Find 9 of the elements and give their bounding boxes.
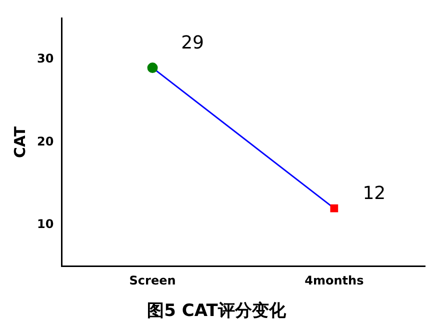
data-label: 12 <box>362 183 386 204</box>
text: 图5 CAT评分变化 <box>147 301 287 322</box>
x-tick-label: 4months <box>304 274 364 288</box>
x-tick-label: Screen <box>129 274 176 288</box>
y-tick-label: 10 <box>36 216 54 231</box>
data-label: 29 <box>181 32 204 54</box>
y-tick-label: 30 <box>36 52 54 66</box>
y-tick-label: 20 <box>36 134 54 148</box>
y-axis-title: CAT <box>10 126 29 158</box>
